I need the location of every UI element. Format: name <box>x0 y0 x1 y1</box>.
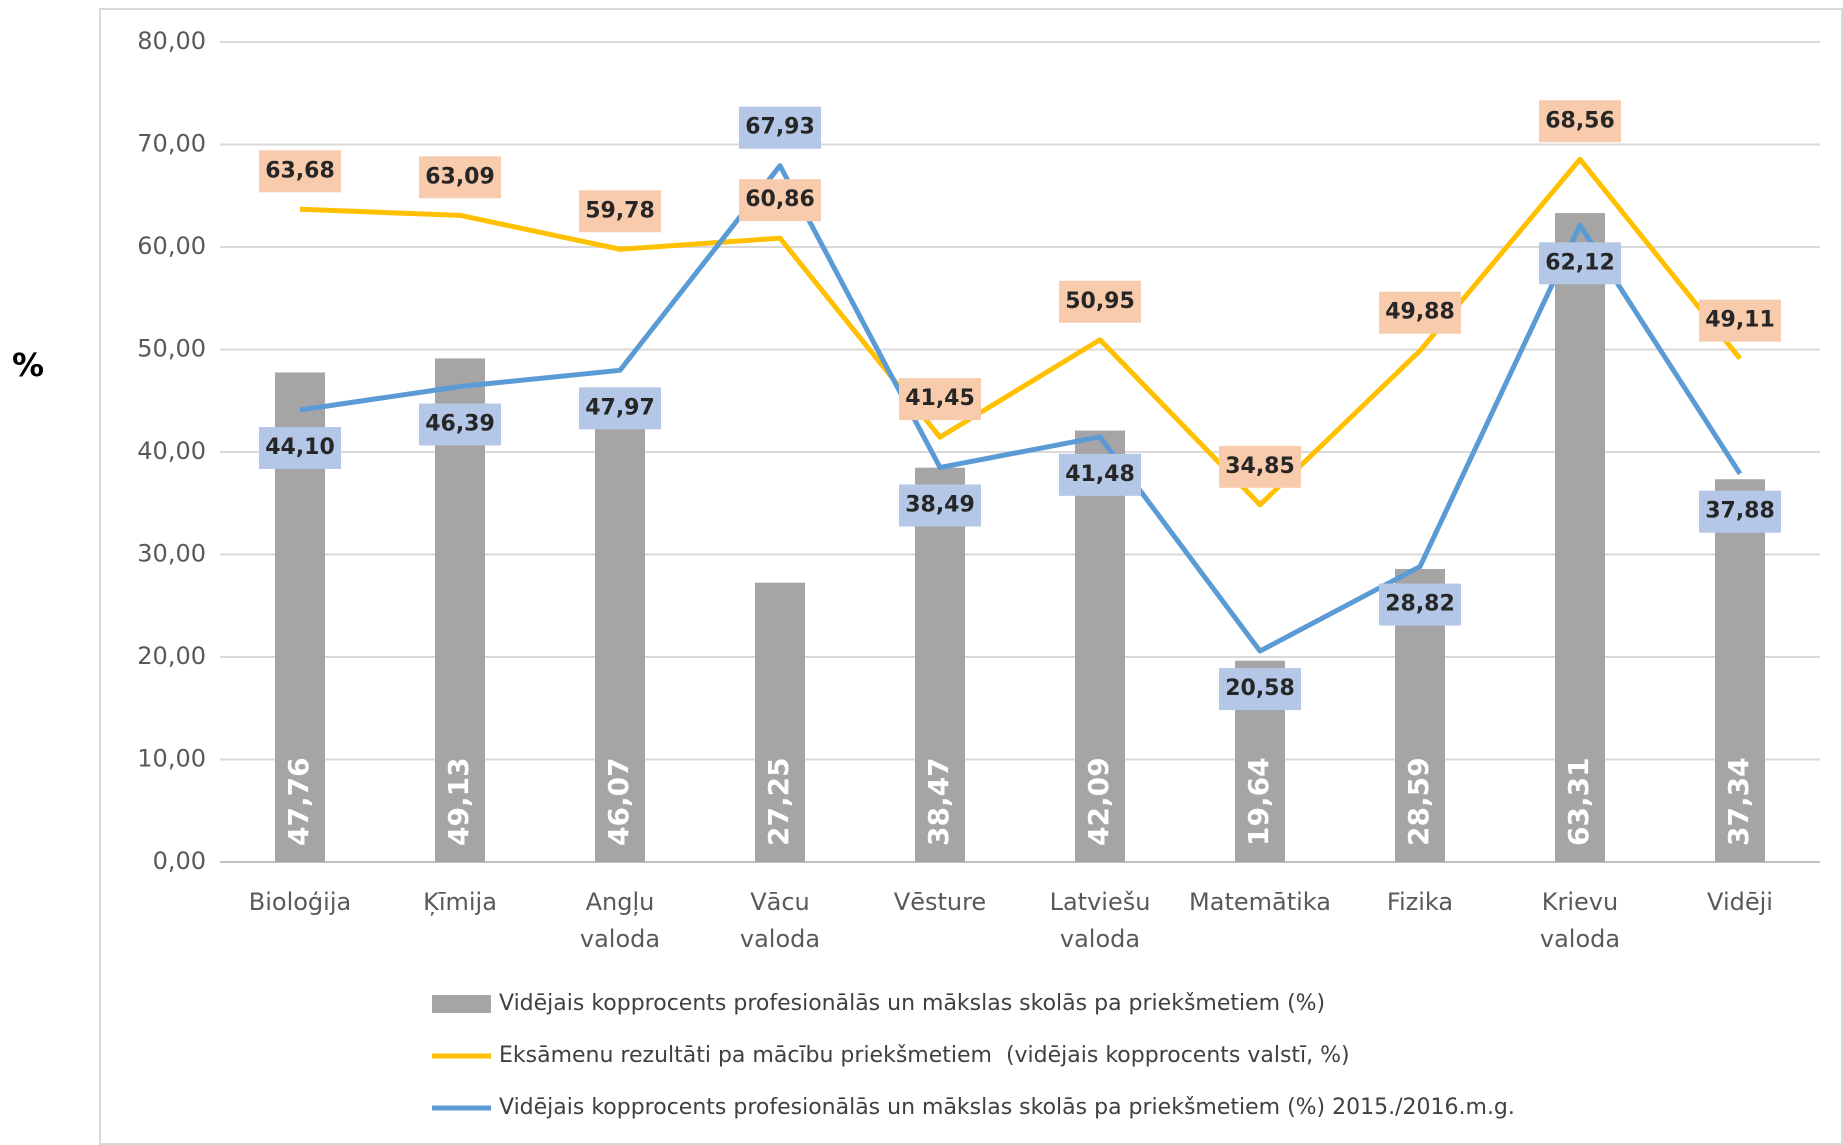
x-tick-label: Vācu valoda <box>740 888 820 953</box>
y-tick-label: 10,00 <box>137 745 206 773</box>
x-tick-line: valoda <box>580 925 660 953</box>
bar <box>915 467 965 862</box>
legend-label: Vidējais kopprocents profesionālās un mā… <box>499 1095 1515 1120</box>
data-label-box <box>739 179 821 222</box>
x-tick-label: Vidēji <box>1707 888 1773 916</box>
x-tick-label: Ķīmija <box>423 888 497 916</box>
data-label: 63,68 <box>265 158 335 183</box>
x-tick-line: Latviešu <box>1050 888 1151 916</box>
data-label-box <box>1059 280 1141 323</box>
data-label-box <box>259 150 341 193</box>
data-label-box <box>419 403 501 446</box>
data-label: 67,93 <box>745 115 815 140</box>
data-label: 47,97 <box>585 395 655 420</box>
bar <box>1075 430 1125 862</box>
data-label: 41,45 <box>905 386 975 411</box>
data-label-box <box>579 190 661 233</box>
data-label: 38,49 <box>905 492 975 517</box>
data-label-box <box>1059 453 1141 496</box>
x-tick-line: Vācu <box>750 888 810 916</box>
bar-value-label: 19,64 <box>1242 757 1275 846</box>
data-label-box <box>419 156 501 199</box>
data-label-box <box>1219 445 1301 488</box>
data-label: 49,11 <box>1705 308 1775 333</box>
x-tick-label: Bioloģija <box>249 888 351 916</box>
data-label: 34,85 <box>1225 454 1295 479</box>
y-tick-label: 70,00 <box>137 130 206 158</box>
x-tick-label: Vēsture <box>894 888 986 916</box>
bar <box>755 582 805 862</box>
chart-border <box>99 8 1843 1145</box>
legend-label: Vidējais kopprocents profesionālās un mā… <box>499 991 1325 1016</box>
line <box>299 163 1743 654</box>
data-label: 49,88 <box>1385 300 1455 325</box>
data-label-box <box>899 484 981 527</box>
bar-value-label: 38,47 <box>922 757 955 846</box>
data-label: 59,78 <box>585 198 655 223</box>
x-tick-label: Latviešu valoda <box>1050 888 1151 953</box>
data-label: 63,09 <box>425 164 495 189</box>
data-label: 62,12 <box>1545 250 1615 275</box>
x-tick-label: Angļu valoda <box>580 888 660 953</box>
bar-value-label: 37,34 <box>1722 757 1755 846</box>
data-label-box <box>899 378 981 421</box>
bar-value-label: 27,25 <box>762 757 795 846</box>
data-label: 28,82 <box>1385 592 1455 617</box>
y-tick-label: 40,00 <box>137 437 206 465</box>
y-tick-label: 30,00 <box>137 540 206 568</box>
data-label-box <box>1219 668 1301 711</box>
x-tick-line: valoda <box>1060 925 1140 953</box>
data-label-box <box>1379 291 1461 334</box>
data-label: 41,48 <box>1065 462 1135 487</box>
bar-value-label: 46,07 <box>602 757 635 846</box>
data-label: 46,39 <box>425 412 495 437</box>
y-tick-label: 60,00 <box>137 232 206 260</box>
data-label: 44,10 <box>265 435 335 460</box>
x-tick-label: Fizika <box>1387 888 1453 916</box>
bar <box>1715 479 1765 862</box>
data-label-box <box>259 426 341 469</box>
bar <box>595 389 645 862</box>
data-label-box <box>579 387 661 430</box>
data-label-box <box>1699 490 1781 533</box>
data-label: 60,86 <box>745 187 815 212</box>
bar-value-label: 42,09 <box>1082 757 1115 846</box>
bar-value-label: 28,59 <box>1402 757 1435 846</box>
x-tick-line: Krievu <box>1542 888 1618 916</box>
y-tick-label: 50,00 <box>137 335 206 363</box>
data-label: 68,56 <box>1545 108 1615 133</box>
x-tick-line: Angļu <box>586 888 655 916</box>
y-tick-label: 0,00 <box>153 847 206 875</box>
data-label: 20,58 <box>1225 676 1295 701</box>
x-tick-label: Krievu valoda <box>1540 888 1620 953</box>
bar-value-label: 63,31 <box>1562 757 1595 846</box>
bar-value-label: 49,13 <box>442 757 475 846</box>
legend-swatch <box>432 995 491 1013</box>
data-label-box <box>1539 100 1621 143</box>
data-label-box <box>1379 583 1461 626</box>
line <box>299 156 1742 508</box>
data-label-box <box>1699 299 1781 342</box>
y-axis-label: % <box>12 346 44 384</box>
y-tick-label: 20,00 <box>137 642 206 670</box>
bar <box>1555 213 1605 862</box>
x-tick-line: valoda <box>1540 925 1620 953</box>
y-tick-label: 80,00 <box>137 27 206 55</box>
x-tick-label: Matemātika <box>1189 888 1331 916</box>
data-label-box <box>739 106 821 149</box>
data-label-box <box>1539 242 1621 285</box>
data-label: 50,95 <box>1065 289 1135 314</box>
legend-label: Eksāmenu rezultāti pa mācību priekšmetie… <box>499 1043 1350 1068</box>
x-tick-line: valoda <box>740 925 820 953</box>
data-label: 37,88 <box>1705 499 1775 524</box>
bar-value-label: 47,76 <box>282 757 315 846</box>
